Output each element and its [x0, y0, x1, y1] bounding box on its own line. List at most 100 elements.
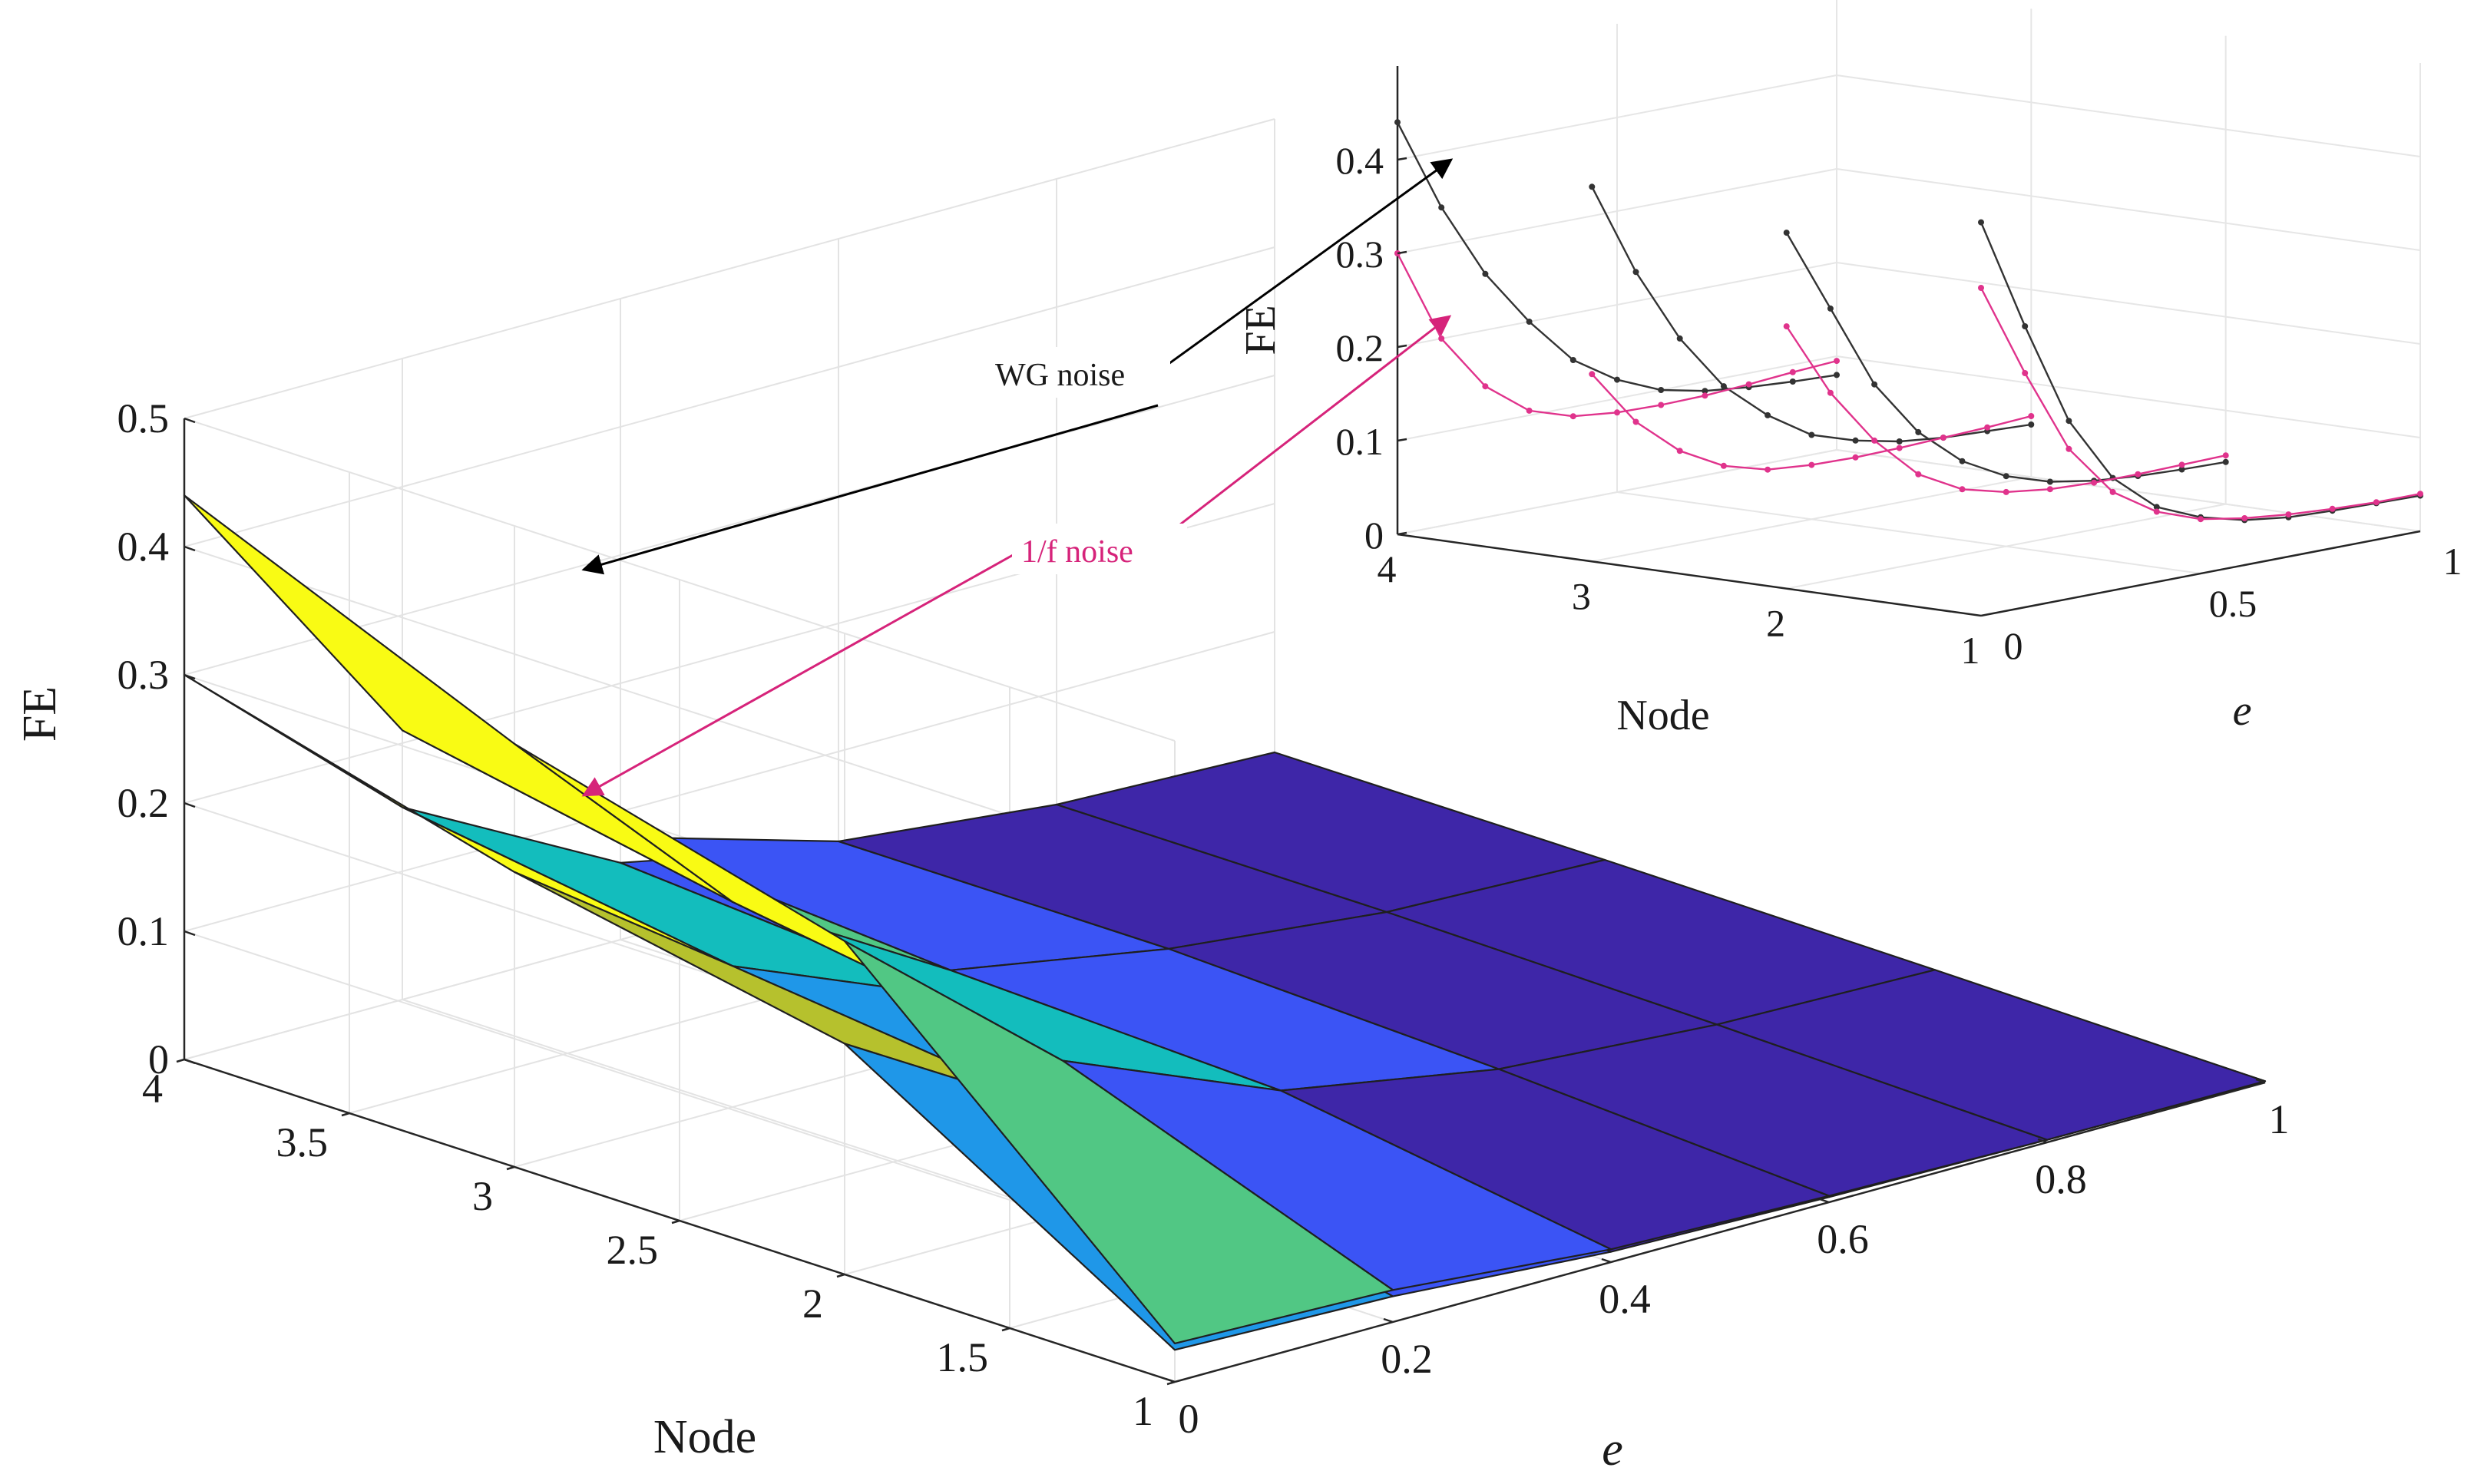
inset-point: [2046, 478, 2053, 485]
inset-xlabel: e: [2233, 687, 2252, 735]
inset-point: [1632, 269, 1639, 276]
wg-arrow-inset: [1157, 158, 1454, 373]
main-z-tick-label: 0.3: [117, 652, 170, 698]
surface-patch: [843, 940, 1394, 1345]
main-y-tick: [671, 1219, 680, 1225]
main-sidewall-hgrid: [184, 418, 1176, 742]
inset-point: [1676, 335, 1683, 342]
inset-backwall-hgrid: [1397, 74, 1837, 160]
inset-zlabel: FE: [1237, 305, 1285, 355]
main-x-tick: [1819, 1198, 1830, 1204]
inset-z-tick-label: 0.3: [1336, 233, 1384, 276]
inset-z-tick-label: 0.2: [1336, 326, 1384, 369]
inset-point: [1827, 389, 1834, 396]
inset-point: [1614, 376, 1620, 383]
main-x-tick-label: 0.8: [2035, 1156, 2087, 1202]
inset-point: [2373, 499, 2380, 506]
inset-point: [1745, 381, 1752, 388]
main-z-tick: [184, 673, 196, 680]
pink-arrow-inset: [1173, 315, 1452, 531]
inset-point: [2022, 370, 2029, 376]
main-backwall-hgrid: [184, 631, 1275, 932]
inset-point: [2285, 511, 2292, 518]
main-y-tick-label: 1.5: [937, 1334, 989, 1380]
inset-point: [1589, 183, 1596, 190]
main-y-tick-label: 2: [802, 1281, 823, 1327]
inset-point: [1765, 411, 1771, 418]
inset-point: [1702, 392, 1708, 399]
inset-grid: [1396, 0, 2421, 617]
inset-point: [1765, 466, 1771, 473]
inset-sidewall-hgrid: [1836, 355, 2421, 438]
inset-sidewall-hgrid: [1836, 74, 2421, 157]
main-y-tick-label: 3: [472, 1173, 493, 1219]
main-z-tick-label: 0.2: [117, 780, 170, 826]
inset-point: [1526, 319, 1533, 325]
inset-z-tick: [1397, 531, 1407, 536]
inset-point: [1526, 407, 1533, 414]
main-y-tick: [836, 1273, 845, 1278]
main-x-tick: [1165, 1377, 1176, 1383]
inset-point: [1614, 409, 1620, 416]
inset-point: [1896, 438, 1903, 445]
inset-point: [1940, 435, 1946, 441]
inset-point: [1959, 458, 1966, 464]
inset-point: [2109, 488, 2116, 495]
main-backwall-hgrid: [184, 375, 1275, 676]
inset-y-tick-label: 2: [1766, 602, 1785, 645]
inset-point: [2135, 471, 2142, 478]
inset-point: [1589, 371, 1596, 378]
inset-point: [1702, 388, 1708, 395]
wg-label-bg: [983, 347, 1170, 398]
main-xlabel: e: [1602, 1423, 1623, 1476]
inset-point: [2028, 413, 2035, 419]
main-y-tick-label: 2.5: [607, 1227, 659, 1273]
inset-point: [2153, 508, 2160, 515]
inset-point: [1658, 387, 1665, 393]
inset-point: [1984, 424, 1991, 431]
inset-lines: [1394, 119, 2423, 524]
inset-point: [2028, 421, 2035, 428]
main-z-tick-label: 0: [148, 1036, 169, 1082]
inset-point: [1394, 119, 1401, 126]
inset-point: [1834, 358, 1840, 365]
inset-point: [1834, 372, 1840, 378]
inset-z-tick-label: 0: [1364, 514, 1384, 557]
inset-x-axis: [1980, 530, 2421, 617]
main-x-tick: [2255, 1078, 2266, 1084]
inset-x-tick-label: 1: [2443, 540, 2462, 583]
inset-sidewall-hgrid: [1836, 168, 2421, 251]
inset-y-tick-label: 4: [1378, 547, 1397, 590]
inset-point: [1632, 418, 1639, 425]
inset-point: [1978, 219, 1984, 226]
inset-point: [2417, 491, 2423, 497]
inset-point: [1808, 461, 1815, 468]
inset-point: [2046, 486, 2053, 493]
inset-y-axis: [1397, 533, 1982, 617]
inset-point: [2329, 505, 2336, 512]
inset-sidewall-hgrid: [1836, 262, 2421, 345]
inset-floor-grid-n: [1786, 503, 2226, 590]
inset-x-tick-label: 0: [2004, 624, 2023, 667]
inset-floor-grid-n: [1397, 449, 1837, 535]
inset-point: [1676, 448, 1683, 454]
main-x-tick-label: 0.6: [1817, 1216, 1869, 1262]
inset-point: [1482, 383, 1489, 390]
inset-point: [2153, 504, 2160, 511]
main-y-tick: [341, 1112, 350, 1117]
main-z-tick-label: 0.4: [117, 524, 170, 570]
inset-point: [2222, 458, 2229, 465]
inset-point: [1808, 431, 1815, 438]
main-y-tick: [506, 1165, 515, 1171]
inset-point: [1915, 428, 1922, 435]
main-x-axis: [1174, 1081, 2266, 1383]
main-y-tick-label: 1: [1133, 1388, 1153, 1434]
inset-point: [1959, 486, 1966, 493]
inset-point: [1827, 305, 1834, 312]
inset-z-tick-label: 0.1: [1336, 420, 1384, 463]
inset-x-tick-label: 0.5: [2209, 582, 2257, 625]
main-x-tick: [2037, 1138, 2048, 1144]
wg-noise-label: WG noise: [995, 358, 1125, 393]
inset-z-tick: [1397, 344, 1407, 349]
